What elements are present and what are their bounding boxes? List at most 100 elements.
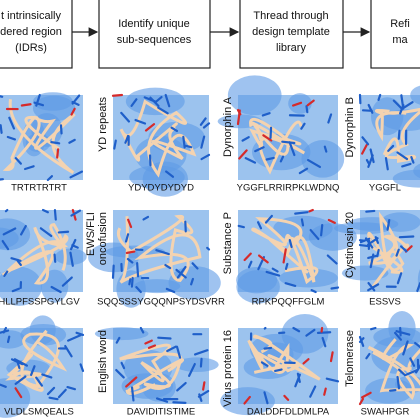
panel-name: Dynorphin A	[222, 96, 234, 157]
side-chain	[300, 218, 305, 227]
side-chain	[164, 93, 171, 108]
side-chain	[282, 248, 287, 264]
side-chain	[305, 105, 309, 114]
side-chain	[130, 98, 138, 107]
side-chain	[71, 100, 80, 106]
side-chain	[263, 346, 273, 350]
side-chain	[281, 140, 296, 145]
side-chain	[130, 276, 134, 288]
sequence: DAVIDITISTIME	[127, 407, 195, 418]
side-chain	[50, 285, 62, 294]
side-chain	[358, 335, 365, 347]
side-chain	[176, 265, 187, 279]
side-chain	[127, 218, 133, 229]
side-chain	[166, 345, 177, 353]
side-chain	[367, 281, 376, 292]
step-text: Thread through	[253, 10, 328, 22]
side-chain	[243, 252, 252, 262]
backbone	[367, 338, 420, 400]
side-chain	[396, 151, 409, 161]
structure-blob	[370, 97, 404, 136]
side-chain	[20, 103, 32, 107]
backbone	[119, 343, 185, 396]
side-chain	[200, 153, 211, 161]
side-chain	[400, 94, 405, 110]
side-chain	[198, 393, 203, 402]
side-chain	[403, 368, 419, 377]
backbone	[367, 211, 410, 288]
side-chain	[294, 211, 309, 215]
step-text: ma	[392, 34, 408, 46]
side-chain	[46, 386, 56, 396]
side-chain	[130, 386, 135, 402]
side-chain	[386, 219, 391, 231]
side-chain	[4, 208, 9, 213]
side-chain	[327, 113, 333, 124]
backbone	[1, 223, 69, 285]
sequence: YGGFLRRIRPKLWDNQ	[237, 183, 340, 194]
side-chain	[326, 254, 338, 265]
side-chain	[244, 157, 257, 164]
side-chain	[283, 394, 290, 401]
side-chain	[193, 349, 209, 356]
side-chain	[10, 257, 22, 262]
step-text: design template	[252, 26, 330, 38]
side-chain	[142, 215, 150, 221]
structure-blob	[227, 75, 282, 116]
side-chain	[325, 377, 340, 383]
side-chain	[410, 156, 415, 164]
step-text: Identify unique	[118, 18, 190, 30]
side-chain	[164, 263, 172, 270]
side-chain	[361, 136, 370, 146]
step-box	[239, 0, 344, 69]
side-chain	[19, 224, 27, 236]
panel-name: English word	[97, 330, 109, 393]
side-chain	[144, 123, 156, 132]
side-chain	[398, 235, 415, 239]
side-chain	[309, 385, 317, 398]
side-chain	[0, 95, 4, 98]
side-chain	[243, 395, 251, 405]
step-box	[370, 0, 420, 69]
side-chain	[14, 375, 27, 385]
side-chain	[50, 141, 61, 145]
side-chain	[124, 134, 130, 144]
side-chain	[323, 145, 328, 153]
backbone	[251, 217, 319, 285]
sequence: ESSVS	[369, 297, 401, 308]
side-chain	[155, 397, 169, 403]
side-chain	[125, 376, 138, 388]
side-chain	[247, 260, 253, 269]
side-chain	[182, 135, 186, 149]
side-chain	[206, 246, 211, 251]
structure-blob	[392, 169, 420, 188]
sequence: YDYDYDYDYD	[128, 183, 194, 194]
side-chain	[296, 372, 301, 383]
sequence: TRTRTRTRT	[11, 183, 67, 194]
side-chain	[46, 175, 54, 182]
side-chain	[124, 233, 130, 243]
side-chain	[35, 93, 41, 107]
side-chain	[111, 264, 115, 279]
backbone	[116, 214, 202, 284]
structure-blob	[301, 140, 345, 178]
side-chain	[175, 268, 187, 279]
side-chain	[165, 170, 175, 178]
backbone	[247, 334, 321, 381]
side-chain	[365, 352, 371, 360]
side-chain	[16, 361, 21, 370]
panel-name: YD repeats	[97, 97, 109, 153]
side-chain	[396, 272, 403, 285]
side-chain	[241, 136, 250, 142]
side-chain	[394, 331, 403, 341]
structure-blob	[279, 268, 338, 288]
sequence: SWAHPGR	[361, 407, 410, 418]
side-chain	[172, 401, 187, 404]
side-chain	[401, 162, 412, 168]
backbone	[249, 117, 306, 175]
side-chain	[11, 287, 21, 293]
side-chain	[48, 396, 59, 401]
side-chain	[361, 109, 373, 112]
side-chain	[61, 276, 73, 287]
